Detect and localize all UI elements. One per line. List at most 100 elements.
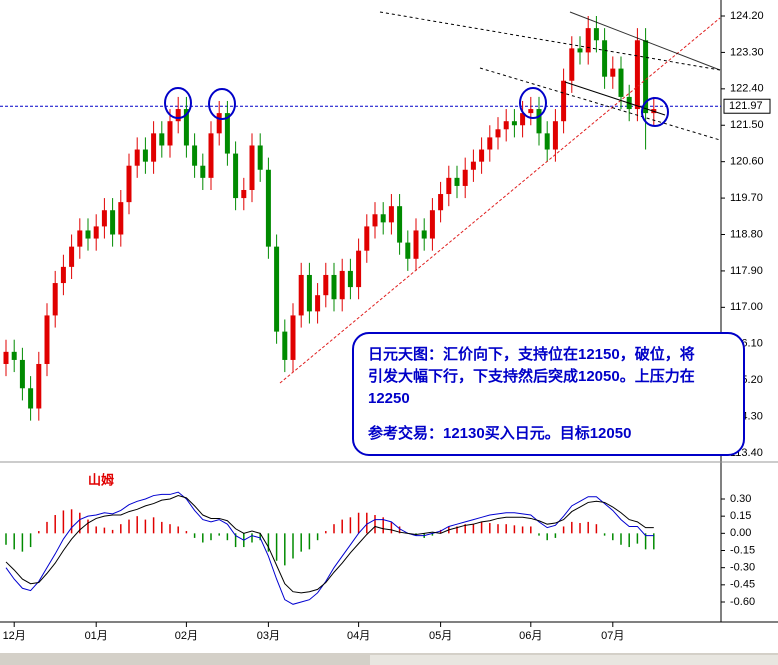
candle-body [200, 165, 206, 178]
y-tick-label: -0.15 [730, 544, 755, 556]
candle-body [52, 283, 58, 316]
x-tick-label: 03月 [257, 630, 280, 642]
y-tick-label: 117.00 [730, 301, 763, 313]
candle-body [44, 315, 50, 364]
candle-body [257, 145, 263, 170]
y-tick-label: 122.40 [730, 83, 764, 95]
y-tick-label: 0.30 [730, 493, 751, 505]
y-tick-label: -0.45 [730, 579, 755, 591]
y-tick-label: -0.60 [730, 596, 755, 608]
candle-body [323, 274, 329, 296]
candle-body [274, 246, 280, 332]
candle-body [233, 153, 239, 199]
candle-body [593, 28, 599, 41]
circle [164, 87, 192, 119]
candle-body [3, 351, 9, 364]
candle-body [208, 133, 214, 178]
y-tick-label: 118.80 [730, 228, 763, 240]
candle-body [85, 230, 91, 239]
candle-body [503, 121, 509, 130]
candle-body [364, 226, 370, 251]
candle-body [495, 129, 501, 138]
candle-body [462, 169, 468, 186]
trend-lines [279, 11, 721, 384]
candle-body [183, 109, 189, 146]
candle-body [388, 206, 394, 223]
candle-body [577, 48, 583, 53]
candle-body [569, 48, 575, 81]
scroll-thumb[interactable] [370, 655, 778, 665]
candle-body [618, 68, 624, 97]
candle-body [151, 133, 157, 162]
candle-body [511, 121, 517, 126]
candle-body [487, 137, 493, 150]
y-tick-label: 0.15 [730, 510, 751, 522]
candle-body [192, 145, 198, 166]
candle-body [315, 295, 321, 312]
x-tick-label: 04月 [347, 630, 370, 642]
candle-body [126, 165, 132, 203]
x-tick-label: 01月 [85, 630, 108, 642]
candle-body [134, 149, 140, 166]
candle-body [602, 40, 608, 77]
trend-line [279, 17, 721, 384]
candle-body [634, 40, 640, 110]
y-tick-label: 119.70 [730, 192, 763, 204]
candle-body [69, 246, 75, 267]
y-tick-label: -0.30 [730, 562, 755, 574]
candle-body [561, 80, 567, 122]
candle-body [282, 331, 288, 360]
candle-body [438, 194, 444, 211]
circle [519, 87, 547, 119]
candle-body [429, 210, 435, 239]
x-tick-label: 07月 [601, 630, 624, 642]
annotation-box: 日元天图：汇价向下，支持位在12150，破位，将引发大幅下行，下支持然后突成12… [352, 332, 745, 456]
x-tick-label: 06月 [519, 630, 542, 642]
candle-body [339, 270, 345, 300]
candle-body [421, 230, 427, 239]
y-tick-label: 0.00 [730, 527, 751, 539]
candle-body [397, 206, 403, 243]
price-tag [723, 98, 771, 114]
candle-body [528, 109, 534, 114]
candle-body [77, 230, 83, 247]
indicator-label: 山姆 [88, 472, 114, 487]
candle-body [413, 230, 419, 259]
x-tick-label: 12月 [3, 630, 26, 642]
candle-body [216, 113, 222, 134]
plot: 124.20 123.30 122.40 121.50 120.60 119.70 118.… [0, 10, 771, 642]
candle-body [249, 145, 255, 190]
candle-body [36, 363, 42, 409]
candle-body [101, 210, 107, 227]
candle-body [347, 270, 353, 288]
candle-body [536, 109, 542, 134]
candle-body [380, 214, 386, 223]
candle-body [372, 214, 378, 227]
dif-line [5, 491, 654, 605]
y-tick-label: 124.20 [730, 10, 764, 22]
y-tick-label: 120.60 [730, 156, 764, 168]
annotation-frame [352, 332, 745, 456]
candle-body [585, 28, 591, 53]
candle-body [28, 388, 34, 409]
candle-body [241, 189, 247, 199]
x-tick-label: 02月 [175, 630, 198, 642]
candle-body [19, 359, 25, 389]
y-tick-label: 117.90 [730, 265, 763, 277]
candle-body [224, 113, 230, 154]
candle-body [446, 177, 452, 195]
candle-body [306, 274, 312, 312]
candle-body [11, 351, 17, 360]
dea-line [5, 495, 654, 594]
trend-line [569, 11, 721, 71]
candle-body [142, 149, 148, 162]
y-tick-label: 123.30 [730, 46, 764, 58]
annotation-text: 12250 [368, 390, 410, 407]
candle-body [520, 113, 526, 126]
annotation-text: 日元天图：汇价向下，支持位在12150，破位，将 [368, 345, 695, 363]
x-tick-label: 05月 [429, 630, 452, 642]
candle-body [175, 109, 181, 122]
candle-body [405, 242, 411, 259]
candle-body [93, 226, 99, 239]
